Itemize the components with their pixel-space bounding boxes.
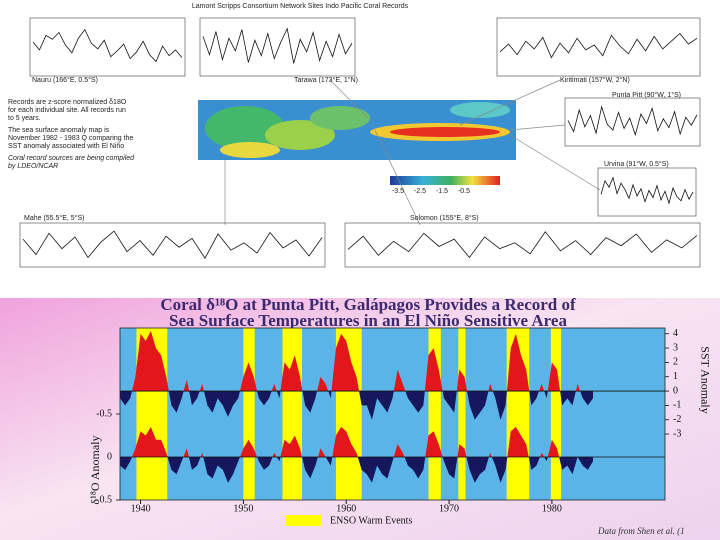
y2-axis-label: SST Anomaly	[698, 346, 712, 413]
colorbar-tick-label: -3.5	[392, 188, 404, 195]
colorbar-tick-label: -2.5	[414, 188, 426, 195]
y2-tick-label: 2	[673, 357, 678, 368]
x-tick-label: 1960	[336, 503, 356, 514]
note-text: November 1982 - 1983 Q comparing the	[8, 135, 133, 142]
anomaly-area	[120, 330, 594, 420]
mini-chart-frame	[564, 97, 701, 147]
colorbar	[390, 176, 500, 185]
colorbar-tick-label: -0.5	[458, 188, 470, 195]
y-axis-label: δ¹⁸O Anomaly	[88, 435, 102, 504]
chart-subtitle: Sea Surface Temperatures in an El Niño S…	[169, 311, 567, 330]
coral-record-line	[202, 27, 353, 64]
mini-chart-title: Urvina (91°W, 0.5°S)	[604, 160, 669, 168]
note-text: by LDEO/NCAR	[8, 163, 58, 170]
x-tick-label: 1950	[233, 503, 253, 514]
chart-title: Coral δ¹⁸O at Punta Pitt, Galápagos Prov…	[160, 295, 576, 314]
source-note: Data from Shen et al. (1	[597, 526, 685, 536]
y2-tick-label: 4	[673, 328, 678, 339]
mini-chart-title: Tarawa (173°E, 1°N)	[294, 76, 358, 84]
note-text: Coral record sources are being compiled	[8, 155, 135, 162]
y2-tick-label: 3	[673, 342, 678, 353]
note-text: for each individual site. All records ru…	[8, 107, 126, 114]
x-tick-label: 1980	[542, 503, 562, 514]
plot-area	[120, 328, 665, 500]
mini-chart-title: Nauru (166°E, 0.5°S)	[32, 76, 98, 84]
mini-chart-frame	[496, 17, 701, 77]
y-tick-label: 0.5	[100, 494, 113, 505]
note-text: Records are z-score normalized δ18O	[8, 99, 127, 106]
mini-chart-title: Punta Pitt (90°W, 1°S)	[612, 91, 681, 99]
note-text: The sea surface anomaly map is	[8, 127, 110, 134]
y2-tick-label: -3	[673, 428, 681, 439]
coral-record-line	[499, 32, 698, 59]
connectors	[224, 79, 601, 226]
coral-record-line	[32, 28, 183, 63]
coral-record-line	[22, 230, 323, 259]
legend-label: ENSO Warm Events	[330, 515, 412, 526]
mini-chart-title: Mahe (55.5°E, 5°S)	[24, 214, 84, 222]
note-text: to 5 years.	[8, 115, 41, 122]
mini-chart-title: Kiritimati (157°W, 2°N)	[560, 76, 630, 84]
anomaly-area	[120, 426, 594, 483]
coral-record-line	[567, 105, 698, 137]
y2-tick-label: 0	[673, 385, 678, 396]
coral-record-line	[600, 176, 694, 205]
y-tick-label: 0	[107, 451, 112, 462]
y2-tick-label: 1	[673, 371, 678, 382]
sst-map	[198, 100, 516, 160]
mini-chart-frame	[344, 222, 701, 268]
x-tick-label: 1940	[131, 503, 151, 514]
enso-band	[550, 328, 562, 500]
y-tick-label: -0.5	[96, 408, 112, 419]
mini-chart-frame	[199, 17, 356, 77]
y2-tick-label: -2	[673, 414, 681, 425]
colorbar-tick-label: -1.5	[436, 188, 448, 195]
mini-chart-frame	[29, 17, 186, 77]
note-text: SST anomaly associated with El Niño	[8, 143, 124, 150]
figure-title: Lamont Scripps Consortium Network Sites …	[192, 3, 409, 10]
enso-band	[243, 328, 255, 500]
mini-chart-frame	[19, 222, 326, 268]
plot-frame	[119, 327, 666, 501]
enso-band	[458, 328, 466, 500]
mini-chart-title: Solomon (155°E, 8°S)	[410, 214, 479, 222]
y2-tick-label: -1	[673, 400, 681, 411]
coral-record-line	[347, 231, 698, 259]
enso-band	[282, 328, 303, 500]
legend-swatch	[285, 515, 321, 526]
x-tick-label: 1970	[439, 503, 459, 514]
mini-chart-frame	[597, 167, 697, 217]
